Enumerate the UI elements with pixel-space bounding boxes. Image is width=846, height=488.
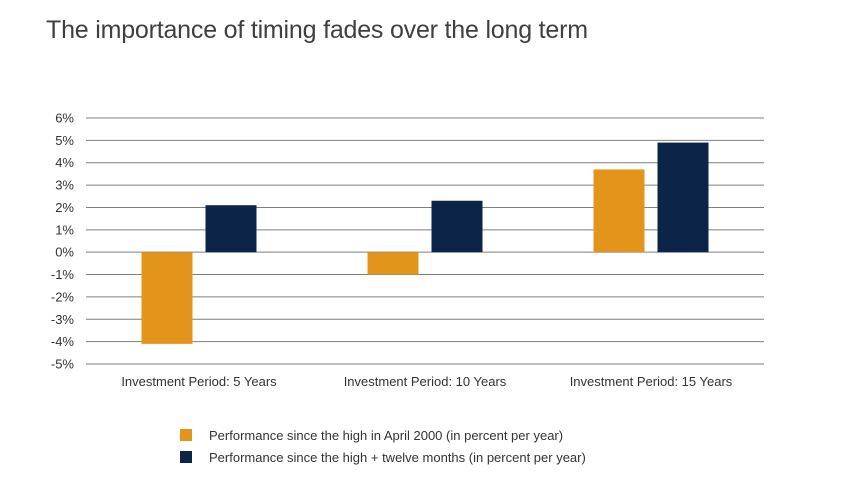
bar-series-1-2 bbox=[367, 252, 419, 275]
y-tick-label: -5% bbox=[51, 357, 75, 372]
bar-series-1-1 bbox=[141, 252, 193, 344]
bar-series-2-2 bbox=[431, 200, 483, 253]
x-category-label: Investment Period: 5 Years bbox=[121, 374, 277, 389]
legend-swatch-series-2 bbox=[180, 451, 192, 463]
bar-chart: 6% 5% 4% 3% 2% 1% 0% -1% -2% -3% -4% -5% Investment… bbox=[51, 111, 764, 389]
y-tick-label: -1% bbox=[51, 267, 75, 282]
bar-series-1-3 bbox=[593, 169, 645, 253]
y-tick-label: 3% bbox=[55, 178, 74, 193]
x-axis-category-labels: Investment Period: 5 Years Investment Per… bbox=[121, 374, 732, 389]
legend-swatch-series-1 bbox=[180, 429, 192, 441]
y-tick-label: -3% bbox=[51, 312, 75, 327]
y-tick-label: 0% bbox=[55, 245, 74, 260]
bars bbox=[141, 142, 709, 344]
y-tick-label: -2% bbox=[51, 289, 75, 304]
x-category-label: Investment Period: 15 Years bbox=[570, 374, 733, 389]
bar-series-2-3 bbox=[657, 142, 709, 253]
bar-series-2-1 bbox=[205, 205, 257, 253]
legend-item-series-2: Performance since the high + twelve mont… bbox=[180, 446, 586, 468]
y-tick-label: 5% bbox=[55, 133, 74, 148]
y-tick-label: 6% bbox=[55, 111, 74, 126]
y-tick-label: 2% bbox=[55, 200, 74, 215]
legend-label-series-2: Performance since the high + twelve mont… bbox=[209, 449, 586, 465]
y-tick-label: 4% bbox=[55, 155, 74, 170]
y-tick-label: 1% bbox=[55, 222, 74, 237]
legend: Performance since the high in April 2000… bbox=[180, 424, 586, 468]
legend-item-series-1: Performance since the high in April 2000… bbox=[180, 424, 586, 446]
y-axis-tick-labels: 6% 5% 4% 3% 2% 1% 0% -1% -2% -3% -4% -5% bbox=[51, 111, 75, 372]
x-category-label: Investment Period: 10 Years bbox=[344, 374, 507, 389]
y-tick-label: -4% bbox=[51, 334, 75, 349]
grid-lines bbox=[86, 117, 764, 365]
legend-label-series-1: Performance since the high in April 2000… bbox=[209, 427, 564, 443]
chart-title: The importance of timing fades over the … bbox=[46, 16, 588, 44]
